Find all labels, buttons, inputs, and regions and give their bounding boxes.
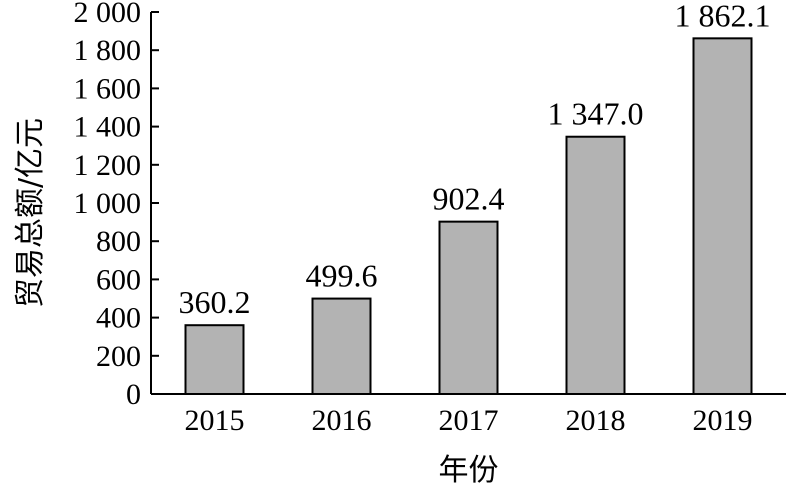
y-tick-label: 1 800 [74,34,142,67]
x-tick-label: 2015 [185,404,245,437]
x-tick-label: 2017 [439,404,499,437]
x-axis-title: 年份 [439,453,499,488]
x-axis-ticks: 2015 2016 2017 2018 2019 [185,404,753,437]
data-label-2018: 1 347.0 [548,96,644,132]
y-tick-label: 1 000 [74,187,142,220]
bar-2016 [311,297,372,395]
y-tick-label: 1 200 [74,149,142,182]
y-tick-label: 1 400 [74,111,142,144]
bar-2018 [565,135,626,396]
x-tick-label: 2016 [312,404,372,437]
y-tick-label: 2 000 [74,0,142,29]
bars [184,37,753,396]
data-label-2017: 902.4 [433,181,505,217]
y-tick-label: 400 [96,302,141,335]
y-axis-ticks: 0 200 400 600 800 1 000 1 200 1 400 1 600 1 800 2 … [74,0,159,411]
data-label-2015: 360.2 [179,284,251,320]
y-tick-label: 0 [126,378,141,411]
x-tick-label: 2019 [693,404,753,437]
bar-2019 [692,37,753,396]
x-tick-label: 2018 [566,404,626,437]
y-tick-label: 800 [96,225,141,258]
bar-2017 [438,220,499,395]
y-tick-label: 200 [96,340,141,373]
data-labels: 360.2 499.6 902.4 1 347.0 1 862.1 [179,0,771,320]
y-tick-label: 1 600 [74,72,142,105]
data-label-2019: 1 862.1 [675,0,771,33]
y-axis-title: 贸易总额/亿元 [13,118,48,308]
bar-2015 [184,324,245,396]
y-tick-label: 600 [96,263,141,296]
data-label-2016: 499.6 [306,258,378,294]
